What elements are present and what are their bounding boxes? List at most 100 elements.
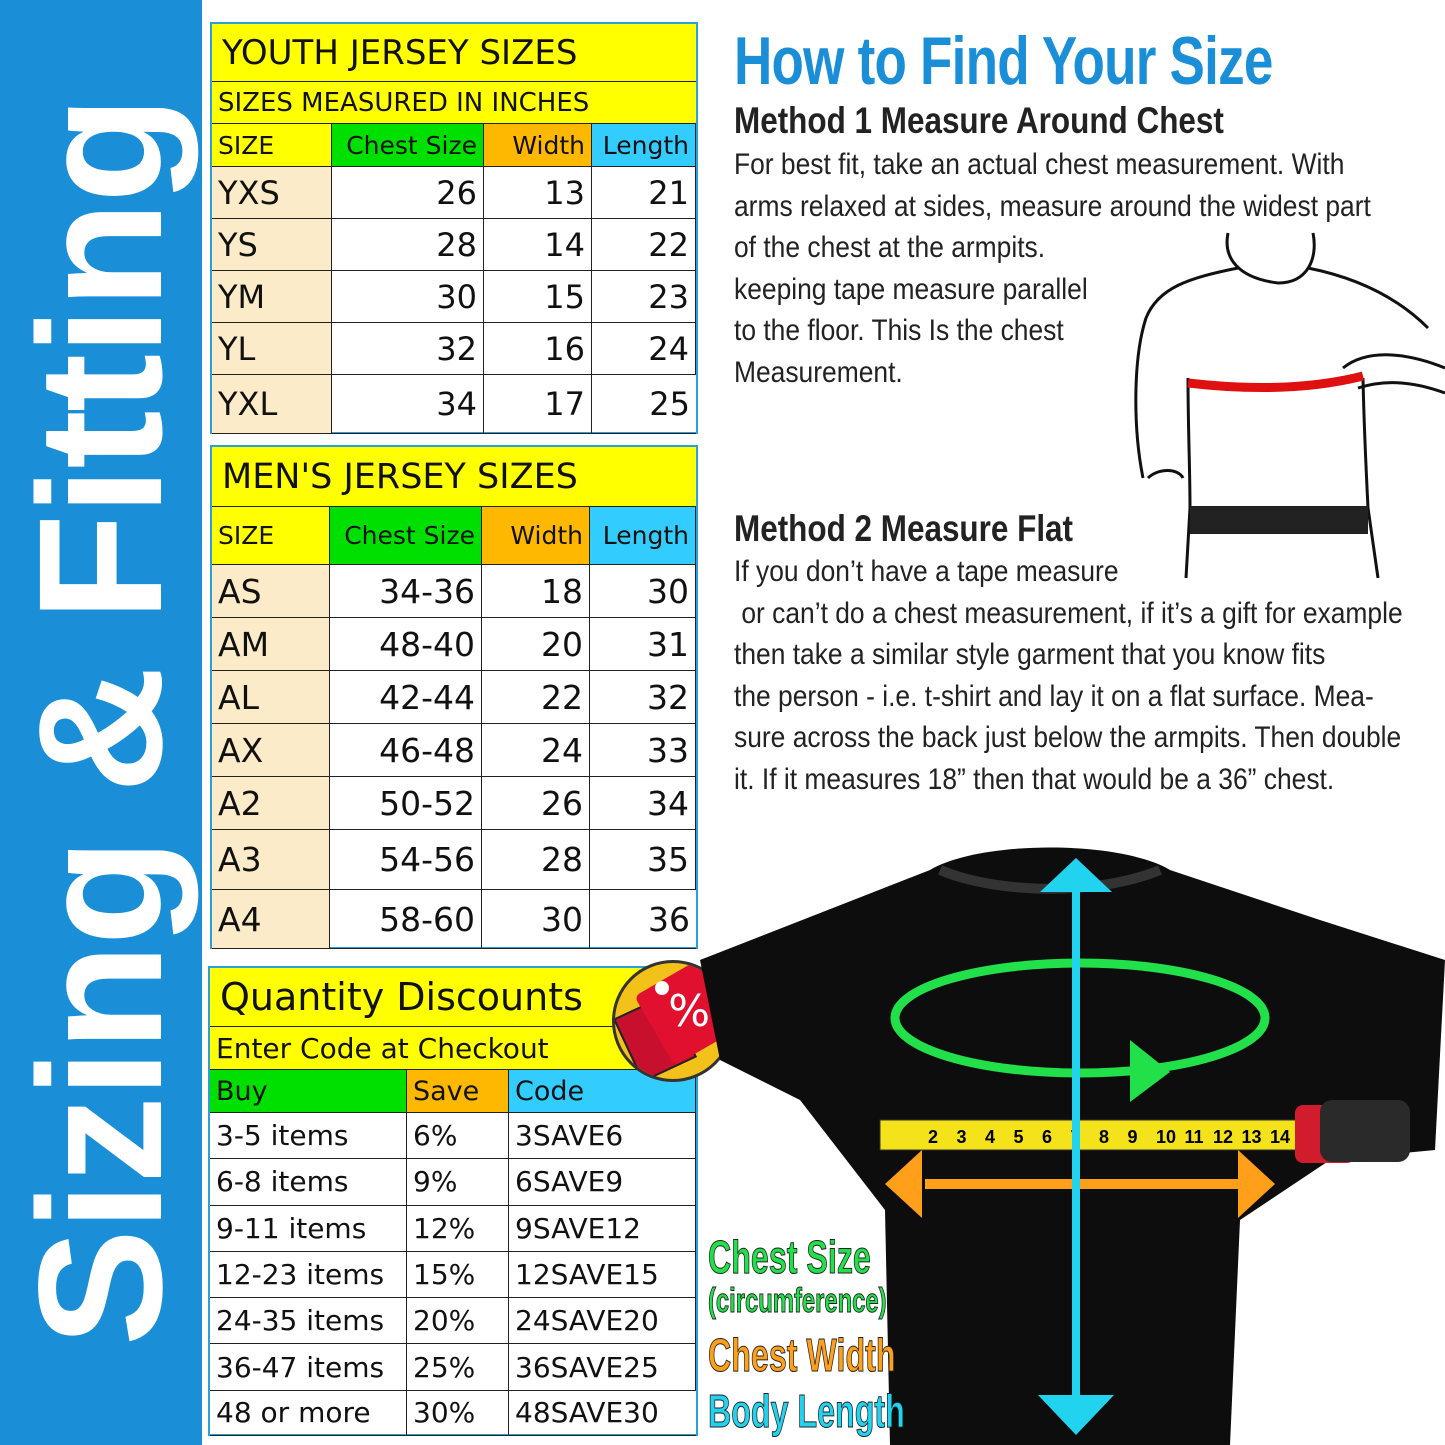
table-cell: 23: [592, 271, 696, 323]
tape-mark: 14: [1270, 1127, 1290, 1147]
table-cell: 28: [482, 830, 590, 890]
row-label: A2: [212, 777, 330, 830]
column-header: SIZE: [212, 507, 330, 565]
table-cell: 3SAVE6: [509, 1113, 696, 1160]
table-cell: 36SAVE25: [509, 1344, 696, 1391]
table-cell: 24: [592, 323, 696, 375]
legend-circumference: (circumference): [708, 1282, 887, 1321]
chest-width-arrow: [885, 1150, 1275, 1218]
row-label: YS: [212, 219, 332, 271]
text-line: the person - i.e. t-shirt and lay it on …: [734, 679, 1374, 713]
table-cell: 48SAVE30: [509, 1391, 696, 1436]
row-label: AX: [212, 724, 330, 777]
table-cell: 25: [592, 375, 696, 434]
table-cell: 28: [332, 219, 484, 271]
tape-mark: 3: [957, 1127, 967, 1147]
youth-table-subtitle: SIZES MEASURED IN INCHES: [212, 82, 696, 124]
table-cell: 30: [332, 271, 484, 323]
tape-mark: 4: [985, 1127, 995, 1147]
row-label: YM: [212, 271, 332, 323]
tape-mark: 8: [1099, 1127, 1109, 1147]
table-cell: 9SAVE12: [509, 1205, 696, 1252]
column-header: Chest Size: [332, 124, 484, 167]
table-cell: 32: [332, 323, 484, 375]
table-cell: 30%: [407, 1390, 509, 1436]
row-label: 12-23 items: [210, 1251, 407, 1299]
text-line: keeping tape measure parallel: [734, 272, 1088, 306]
row-label: 36-47 items: [210, 1344, 407, 1391]
row-label: 3-5 items: [210, 1113, 407, 1160]
legend-body-length: Body Length: [708, 1385, 905, 1438]
table-cell: 31: [590, 618, 696, 671]
column-header: Save: [407, 1070, 509, 1113]
table-cell: 42-44: [330, 671, 482, 724]
text-line: If you don’t have a tape measure: [734, 555, 1119, 588]
tape-mark: 6: [1042, 1127, 1052, 1147]
table-cell: 34: [332, 375, 484, 434]
row-label: YXS: [212, 167, 332, 219]
table-cell: 22: [482, 671, 590, 724]
table-cell: 50-52: [330, 777, 482, 830]
table-cell: 20: [482, 618, 590, 671]
text-line: sure across the back just below the armp…: [734, 721, 1402, 754]
table-cell: 58-60: [330, 890, 482, 949]
table-cell: 35: [590, 830, 696, 890]
table-cell: 26: [332, 167, 484, 219]
table-cell: 21: [592, 167, 696, 219]
table-cell: 16: [484, 323, 592, 375]
text-line: to the floor. This Is the chest: [734, 314, 1064, 347]
row-label: AM: [212, 618, 330, 671]
tape-mark: 11: [1185, 1127, 1204, 1147]
table-cell: 14: [484, 219, 592, 271]
table-cell: 32: [590, 671, 696, 724]
youth-table-title: YOUTH JERSEY SIZES: [212, 24, 696, 82]
row-label: 24-35 items: [210, 1298, 407, 1345]
legend-chest-width: Chest Width: [708, 1329, 896, 1382]
row-label: 6-8 items: [210, 1159, 407, 1206]
chest-measure-illustration: [1134, 232, 1445, 578]
table-cell: 6SAVE9: [509, 1159, 696, 1206]
table-cell: 54-56: [330, 830, 482, 890]
table-cell: 9%: [407, 1159, 509, 1206]
row-label: 48 or more: [210, 1390, 407, 1436]
row-label: YL: [212, 323, 332, 375]
mens-table-title: MEN'S JERSEY SIZES: [212, 447, 696, 507]
table-cell: 48-40: [330, 618, 482, 671]
table-cell: 33: [590, 724, 696, 777]
sidebar-title: Sizing & Fitting: [3, 97, 199, 1347]
table-cell: 46-48: [330, 724, 482, 777]
text-line: arms relaxed at sides, measure around th…: [734, 189, 1371, 223]
discount-table-title: Quantity Discounts: [210, 968, 696, 1027]
row-label: 9-11 items: [210, 1205, 407, 1252]
table-cell: 6%: [407, 1113, 509, 1160]
guide-title: How to Find Your Size: [734, 23, 1273, 99]
column-header: Chest Size: [330, 507, 482, 565]
tape-mark: 5: [1014, 1127, 1024, 1147]
table-cell: 24: [482, 724, 590, 777]
table-cell: 17: [484, 375, 592, 434]
column-header: Length: [590, 507, 696, 565]
mens-size-table: MEN'S JERSEY SIZES SIZE Chest Size Width Le…: [210, 445, 698, 949]
sidebar-banner: Sizing & Fitting: [0, 0, 202, 1445]
method1-text: For best fit, take an actual chest measu…: [734, 144, 1371, 393]
jersey-measurement-diagram: 234567891011121314: [700, 847, 1445, 1445]
table-cell: 12%: [407, 1205, 509, 1252]
method2-text: If you don’t have a tape measure or can’…: [734, 551, 1403, 800]
text-line: Measurement.: [734, 355, 903, 389]
method2-heading: Method 2 Measure Flat: [734, 508, 1074, 549]
text-line: or can’t do a chest measurement, if it’s…: [734, 596, 1403, 630]
method1-heading: Method 1 Measure Around Chest: [734, 100, 1224, 141]
table-cell: 26: [482, 777, 590, 830]
tape-mark: 10: [1156, 1127, 1176, 1147]
row-label: AS: [212, 565, 330, 618]
column-header: Width: [482, 507, 590, 565]
body-length-arrow: [1038, 858, 1114, 1435]
column-header: SIZE: [212, 124, 332, 167]
table-cell: 22: [592, 219, 696, 271]
table-cell: 13: [484, 167, 592, 219]
table-cell: 34-36: [330, 565, 482, 618]
table-cell: 30: [482, 890, 590, 949]
youth-size-table: YOUTH JERSEY SIZES SIZES MEASURED IN INC…: [210, 22, 698, 434]
table-cell: 24SAVE20: [509, 1298, 696, 1345]
table-cell: 15%: [407, 1251, 509, 1299]
